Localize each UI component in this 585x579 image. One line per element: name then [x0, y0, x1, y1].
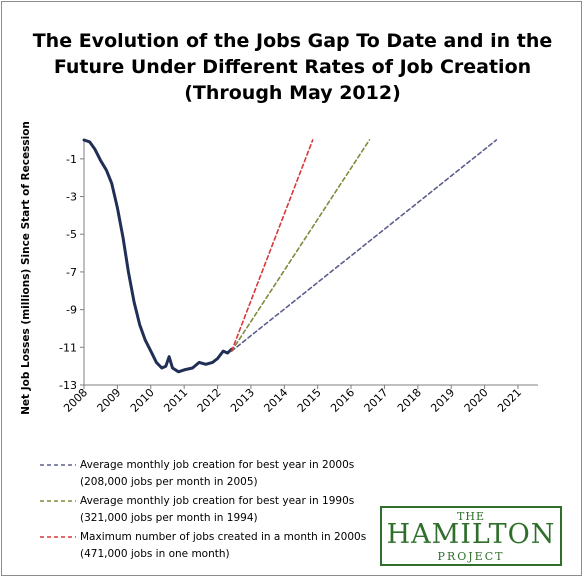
- chart-title-line-3: (Through May 2012): [184, 82, 401, 104]
- x-tick-label: 2012: [195, 386, 224, 415]
- projection-line-1: [230, 139, 498, 352]
- logo-line-2: HAMILTON: [386, 519, 556, 550]
- projection-line-3: [230, 139, 314, 352]
- y-tick-label: -13: [59, 379, 77, 392]
- projection-line-2: [230, 139, 371, 352]
- x-tick-label: 2013: [228, 386, 257, 415]
- hamilton-project-logo: THE HAMILTON PROJECT: [380, 506, 562, 566]
- y-tick-label: -9: [66, 304, 77, 317]
- x-tick-label: 2015: [295, 386, 324, 415]
- y-tick-label: -11: [59, 341, 77, 354]
- x-tick-label: 2020: [462, 386, 491, 415]
- chart-title-line-2: Future Under Different Rates of Job Crea…: [53, 56, 532, 78]
- legend-sublabel-1990s: (321,000 jobs per month in 1994): [80, 512, 258, 524]
- logo-line-1: THE: [457, 510, 485, 523]
- legend-sublabel-max: (471,000 jobs in one month): [80, 548, 230, 560]
- actual-jobs-line: [82, 138, 234, 374]
- series-layer: [82, 138, 498, 374]
- legend-label-1990s: Average monthly job creation for best ye…: [80, 495, 355, 507]
- x-tick-label: 2019: [428, 386, 457, 415]
- legend-swatches: [40, 464, 76, 538]
- x-tick-label: 2014: [261, 386, 290, 415]
- y-tick-label: -7: [66, 266, 77, 279]
- x-tick-label: 2016: [328, 386, 357, 415]
- x-tick-label: 2010: [128, 386, 157, 415]
- x-tick-label: 2017: [362, 386, 391, 415]
- y-tick-label: -1: [66, 153, 77, 166]
- legend-sublabel-2000s: (208,000 jobs per month in 2005): [80, 476, 258, 488]
- legend-label-max: Maximum number of jobs created in a mont…: [80, 531, 367, 543]
- x-tick-label: 2018: [395, 386, 424, 415]
- legend-label-2000s: Average monthly job creation for best ye…: [80, 459, 355, 471]
- chart-axes: [80, 140, 538, 389]
- y-tick-label: -3: [66, 191, 77, 204]
- x-tick-label: 2021: [495, 386, 524, 415]
- logo-line-3: PROJECT: [437, 550, 505, 563]
- chart-title-line-1: The Evolution of the Jobs Gap To Date an…: [32, 30, 553, 52]
- x-tick-label: 2009: [95, 386, 124, 415]
- x-tick-label: 2011: [161, 386, 190, 415]
- y-tick-label: -5: [66, 228, 77, 241]
